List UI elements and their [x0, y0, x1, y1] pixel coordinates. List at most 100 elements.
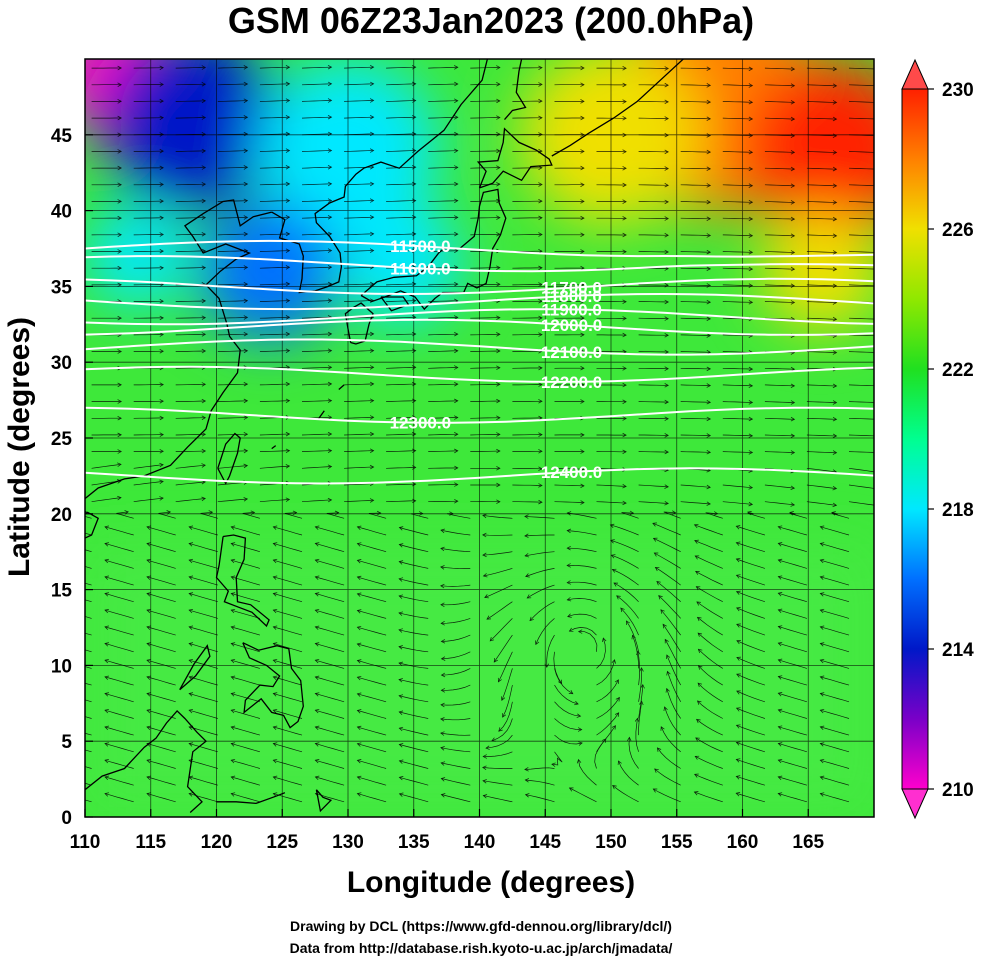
streamline-arrowhead — [159, 165, 164, 171]
streamline-arrowhead — [117, 265, 122, 271]
streamline-arrowhead — [748, 266, 754, 272]
streamline-arrowhead — [626, 620, 630, 626]
streamline — [301, 433, 332, 436]
streamline-arrowhead — [502, 713, 507, 718]
streamline-arrowhead — [230, 692, 236, 697]
streamline — [596, 679, 619, 703]
streamline-arrowhead — [272, 592, 278, 597]
streamline — [344, 366, 374, 369]
streamline — [806, 317, 837, 320]
streamline — [428, 250, 458, 252]
streamline — [386, 83, 416, 86]
streamline — [217, 350, 248, 352]
streamline-arrowhead — [622, 199, 627, 204]
streamline-arrowhead — [272, 575, 278, 580]
streamline-arrowhead — [617, 760, 622, 765]
streamline-arrowhead — [656, 581, 661, 586]
streamline-arrowhead — [356, 659, 362, 664]
height-contour — [85, 239, 874, 258]
streamline-arrowhead — [735, 741, 741, 746]
streamline-arrowhead — [496, 382, 501, 387]
streamline-arrowhead — [748, 416, 754, 422]
streamline-arrowhead — [440, 731, 445, 736]
height-contour — [85, 365, 874, 383]
streamline — [498, 651, 513, 682]
streamline-arrowhead — [875, 67, 879, 71]
streamline-arrowhead — [159, 115, 164, 121]
streamline — [806, 67, 837, 70]
streamline-arrowhead — [580, 365, 585, 371]
streamline — [273, 659, 303, 669]
streamline — [638, 401, 669, 403]
streamline-arrowhead — [327, 281, 333, 287]
streamline — [736, 690, 766, 703]
streamline — [551, 751, 563, 766]
streamline-arrowhead — [875, 201, 879, 205]
streamline — [357, 776, 387, 786]
streamline — [736, 525, 765, 536]
streamline — [637, 651, 640, 686]
streamline — [663, 511, 681, 519]
streamline-arrowhead — [369, 498, 375, 503]
streamline — [697, 617, 723, 636]
y-tick-label: 0 — [61, 808, 72, 829]
streamline — [697, 700, 723, 719]
streamline — [259, 266, 290, 269]
streamline — [386, 333, 416, 336]
streamline-arrowhead — [440, 702, 445, 708]
streamline-arrowhead — [201, 315, 207, 320]
streamline-arrowhead — [201, 81, 207, 87]
streamline-arrowhead — [454, 465, 459, 471]
streamline-arrowhead — [327, 331, 333, 337]
streamline-arrowhead — [243, 431, 249, 437]
streamline-arrowhead — [615, 696, 620, 702]
streamline-arrowhead — [777, 675, 783, 680]
streamline-arrowhead — [356, 792, 362, 797]
streamline-arrowhead — [790, 300, 796, 305]
coastline — [85, 511, 100, 539]
streamline — [386, 233, 416, 236]
streamline-arrowhead — [454, 148, 459, 154]
streamline — [440, 701, 471, 706]
streamline-arrowhead — [398, 678, 403, 683]
streamline-arrowhead — [285, 431, 291, 437]
streamline — [512, 484, 543, 486]
streamline-arrowhead — [622, 332, 627, 338]
streamline-arrowhead — [790, 66, 796, 72]
streamline-arrowhead — [790, 83, 796, 88]
streamline-arrowhead — [777, 742, 783, 747]
coastline — [242, 642, 304, 729]
streamline — [694, 524, 723, 536]
streamline — [764, 301, 795, 303]
streamline — [764, 234, 795, 237]
streamline-arrowhead — [398, 776, 404, 781]
streamline — [664, 706, 681, 736]
streamline — [680, 367, 711, 370]
streamline-arrowhead — [664, 99, 669, 105]
streamline — [764, 501, 795, 506]
streamline-arrowhead — [489, 637, 495, 642]
streamline-arrowhead — [610, 554, 616, 559]
streamline — [146, 543, 176, 553]
streamline — [470, 417, 500, 419]
streamline — [778, 576, 808, 586]
streamline-arrowhead — [748, 300, 754, 305]
streamline-arrowhead — [159, 148, 164, 154]
streamline-arrowhead — [748, 166, 754, 172]
streamline — [554, 467, 585, 470]
streamline-arrowhead — [63, 709, 67, 713]
streamline — [578, 631, 598, 652]
streamline — [440, 566, 471, 569]
streamline — [806, 167, 837, 170]
streamline-arrowhead — [243, 497, 249, 502]
streamline-arrowhead — [819, 608, 825, 614]
streamline-arrowhead — [369, 448, 375, 453]
streamline-arrowhead — [188, 792, 194, 797]
streamline-arrowhead — [159, 382, 164, 387]
streamline — [175, 233, 206, 236]
streamline — [146, 626, 176, 636]
streamline — [146, 609, 176, 619]
streamline-arrowhead — [188, 592, 194, 597]
streamline — [512, 501, 543, 503]
streamline-arrowhead — [524, 767, 529, 772]
